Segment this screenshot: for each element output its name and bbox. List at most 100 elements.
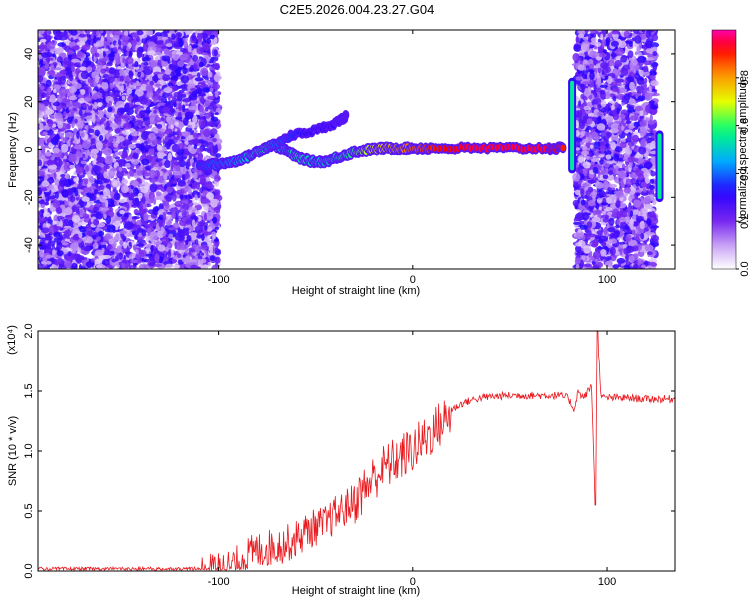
noise-blob bbox=[108, 67, 117, 75]
noise-blob bbox=[214, 247, 219, 252]
noise-blob bbox=[182, 254, 186, 258]
noise-blob bbox=[53, 237, 62, 244]
noise-blob bbox=[84, 112, 93, 116]
noise-blob bbox=[130, 157, 140, 165]
noise-blob bbox=[68, 153, 77, 163]
noise-blob bbox=[149, 169, 156, 179]
noise-blob bbox=[214, 62, 220, 68]
noise-blob bbox=[117, 107, 127, 114]
noise-blob bbox=[39, 122, 44, 131]
noise-blob bbox=[116, 170, 124, 179]
noise-blob bbox=[115, 255, 120, 262]
noise-blob bbox=[181, 53, 190, 58]
noise-blob bbox=[67, 251, 72, 257]
noise-blob bbox=[59, 177, 67, 186]
noise-blob bbox=[76, 41, 86, 47]
noise-blob bbox=[173, 175, 183, 179]
noise-blob bbox=[159, 205, 166, 209]
noise-blob bbox=[199, 96, 205, 104]
noise-blob bbox=[194, 238, 199, 245]
noise-blob bbox=[206, 192, 215, 201]
noise-blob bbox=[156, 144, 163, 151]
noise-blob bbox=[148, 132, 156, 141]
noise-blob bbox=[70, 37, 74, 43]
noise-blob bbox=[38, 176, 44, 180]
noise-blob bbox=[166, 221, 170, 226]
noise-blob bbox=[181, 209, 187, 218]
noise-blob bbox=[151, 160, 157, 166]
noise-blob bbox=[149, 112, 156, 121]
noise-blob bbox=[100, 48, 109, 52]
noise-blob bbox=[40, 187, 48, 192]
noise-blob bbox=[192, 162, 195, 168]
noise-blob bbox=[125, 75, 130, 83]
noise-blob bbox=[86, 230, 96, 237]
noise-blob bbox=[131, 253, 137, 260]
noise-blob bbox=[178, 244, 188, 251]
noise-blob bbox=[136, 30, 144, 36]
noise-blob bbox=[96, 116, 101, 123]
noise-blob bbox=[141, 37, 148, 44]
noise-blob bbox=[162, 236, 170, 246]
noise-blob bbox=[112, 35, 120, 41]
noise-blob bbox=[196, 147, 204, 153]
noise-blob bbox=[47, 215, 52, 224]
noise-blob bbox=[154, 91, 158, 95]
noise-blob bbox=[161, 36, 169, 40]
noise-blob bbox=[196, 234, 202, 239]
noise-blob bbox=[73, 233, 80, 241]
noise-blob bbox=[195, 87, 203, 95]
noise-blob bbox=[143, 61, 149, 66]
noise-blob bbox=[176, 130, 180, 136]
noise-blob bbox=[167, 133, 173, 138]
noise-blob bbox=[72, 107, 77, 112]
noise-blob bbox=[193, 144, 198, 150]
noise-blob bbox=[133, 208, 139, 215]
noise-blob bbox=[154, 253, 160, 263]
noise-blob bbox=[83, 103, 89, 108]
noise-blob bbox=[121, 262, 125, 269]
noise-blob bbox=[119, 210, 126, 215]
noise-blob bbox=[132, 230, 139, 236]
noise-blob bbox=[176, 72, 182, 77]
noise-blob bbox=[167, 249, 172, 258]
noise-blob bbox=[90, 33, 94, 39]
noise-blob bbox=[54, 158, 63, 167]
noise-blob bbox=[177, 111, 182, 118]
noise-blob bbox=[171, 210, 176, 220]
noise-blob bbox=[94, 249, 104, 256]
noise-blob bbox=[189, 158, 194, 164]
noise-blob bbox=[214, 189, 221, 196]
noise-blob bbox=[71, 262, 78, 269]
noise-blob bbox=[54, 134, 60, 141]
noise-blob bbox=[123, 122, 132, 130]
noise-blob bbox=[98, 180, 103, 185]
noise-blob bbox=[153, 263, 162, 268]
noise-blob bbox=[188, 93, 198, 101]
noise-blob bbox=[128, 70, 134, 79]
noise-blob bbox=[212, 216, 217, 224]
noise-blob bbox=[100, 68, 107, 74]
noise-blob bbox=[76, 51, 85, 59]
noise-blob bbox=[214, 226, 219, 230]
noise-blob bbox=[123, 241, 128, 249]
noise-blob bbox=[118, 49, 122, 55]
noise-blob bbox=[170, 124, 174, 129]
noise-blob bbox=[131, 216, 141, 220]
noise-blob bbox=[64, 201, 69, 206]
figure-title: C2E5.2026.004.23.27.G04 bbox=[280, 2, 435, 17]
noise-blob bbox=[146, 30, 153, 36]
noise-blob bbox=[204, 224, 208, 231]
noise-blob bbox=[190, 174, 194, 178]
noise-blob bbox=[150, 164, 154, 169]
noise-blob bbox=[113, 52, 121, 61]
noise-blob bbox=[42, 266, 51, 269]
noise-blob bbox=[131, 39, 135, 49]
noise-blob bbox=[60, 174, 66, 178]
noise-blob bbox=[145, 84, 153, 93]
noise-blob bbox=[70, 30, 78, 36]
noise-blob bbox=[78, 227, 86, 233]
noise-blob bbox=[82, 232, 86, 237]
noise-blob bbox=[201, 233, 205, 242]
noise-blob bbox=[83, 178, 89, 185]
